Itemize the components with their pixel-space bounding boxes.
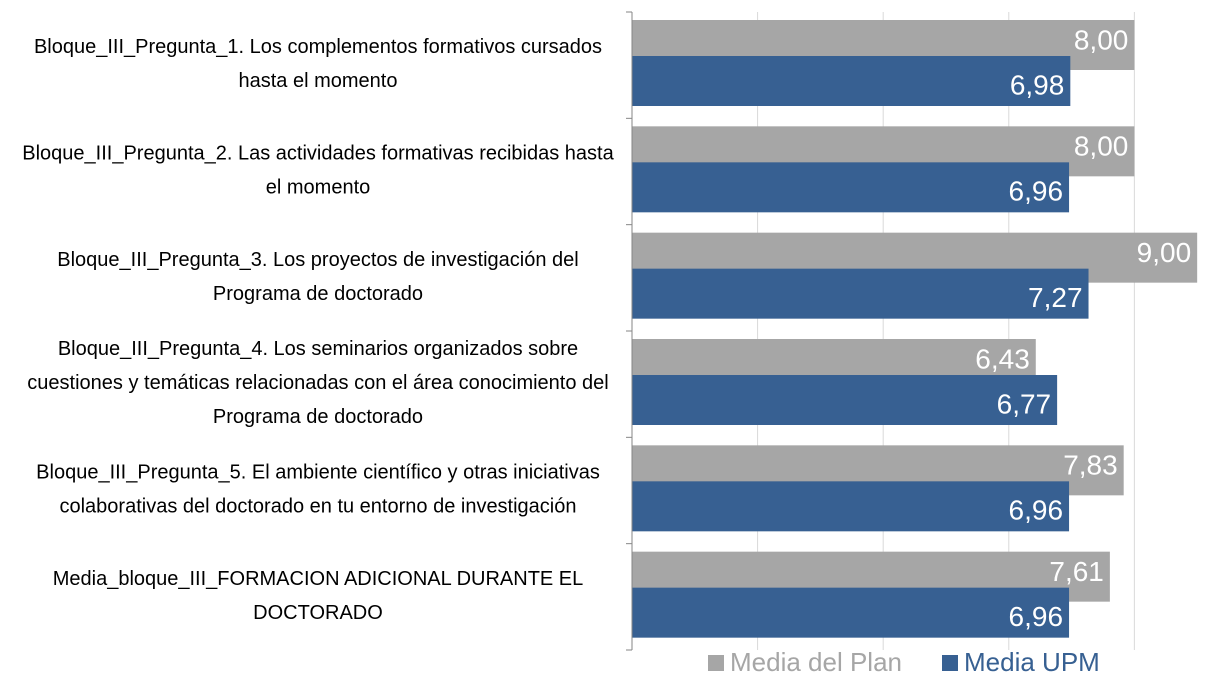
category-label: Bloque_III_Pregunta_1. Los complementos … [34,36,602,92]
value-label: 6,96 [1009,176,1064,207]
value-label: 8,00 [1074,24,1129,55]
category-label-line: Bloque_III_Pregunta_1. Los complementos … [34,36,602,58]
category-label-line: Programa de doctorado [213,283,423,305]
value-label: 6,43 [975,343,1030,374]
category-label-line: Media_bloque_III_FORMACION ADICIONAL DUR… [53,568,584,590]
value-label: 7,61 [1049,556,1104,587]
bar [632,587,1070,638]
category-label-line: Bloque_III_Pregunta_2. Las actividades f… [22,143,614,165]
category-label-line: Programa de doctorado [213,406,423,428]
category-label-line: DOCTORADO [253,602,383,624]
category-label: Bloque_III_Pregunta_5. El ambiente cient… [36,462,600,518]
value-label: 6,77 [997,388,1052,419]
category-label: Bloque_III_Pregunta_3. Los proyectos de … [57,249,578,305]
value-label: 6,98 [1010,69,1065,100]
value-label: 6,96 [1009,495,1064,526]
bar [632,162,1070,213]
category-label: Bloque_III_Pregunta_2. Las actividades f… [22,143,614,199]
value-label: 6,96 [1009,601,1064,632]
legend-label: Media UPM [964,647,1100,677]
bar [632,375,1058,425]
category-label-line: el momento [266,177,371,199]
category-label-line: Bloque_III_Pregunta_4. Los seminarios or… [58,338,578,360]
category-label-line: cuestiones y temáticas relacionadas con … [27,372,608,394]
legend-swatch [708,655,724,671]
bar [632,56,1071,106]
category-label: Media_bloque_III_FORMACION ADICIONAL DUR… [53,568,584,624]
category-label: Bloque_III_Pregunta_4. Los seminarios or… [27,338,608,428]
category-label-line: hasta el momento [239,70,398,92]
value-label: 9,00 [1137,237,1192,268]
value-label: 7,83 [1063,450,1118,481]
category-label-line: Bloque_III_Pregunta_5. El ambiente cient… [36,462,600,484]
value-label: 7,27 [1028,282,1083,313]
legend-label: Media del Plan [730,647,902,677]
bar [632,481,1070,532]
value-label: 8,00 [1074,131,1129,162]
category-label-line: Bloque_III_Pregunta_3. Los proyectos de … [57,249,578,271]
category-label-line: colaborativas del doctorado en tu entorn… [59,496,576,518]
legend-swatch [942,655,958,671]
bar [632,268,1089,319]
